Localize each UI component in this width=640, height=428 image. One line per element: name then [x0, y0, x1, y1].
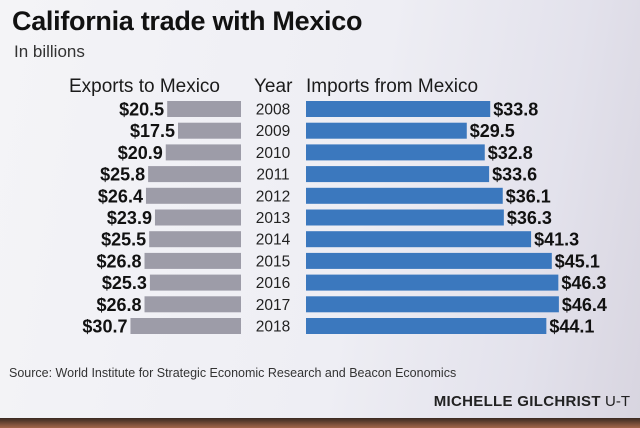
year-label-2011: 2011 — [256, 167, 289, 184]
import-bar-2011 — [306, 166, 490, 183]
export-value-label-2018: $30.7 — [82, 317, 127, 337]
export-bar-2009 — [178, 122, 241, 139]
import-bar-2017 — [306, 296, 559, 313]
import-value-label-2018: $44.1 — [549, 317, 594, 337]
import-value-label-2010: $32.8 — [488, 143, 533, 163]
import-value-label-2014: $41.3 — [534, 230, 579, 250]
import-value-label-2013: $36.3 — [507, 208, 552, 228]
export-value-label-2008: $20.5 — [119, 100, 164, 120]
export-value-label-2015: $26.8 — [96, 251, 141, 271]
export-bar-2018 — [130, 318, 241, 334]
import-value-label-2009: $29.5 — [470, 121, 515, 141]
import-bar-2012 — [306, 187, 503, 204]
export-value-label-2012: $26.4 — [98, 186, 143, 206]
import-value-label-2016: $46.3 — [561, 273, 606, 293]
export-bar-2015 — [144, 252, 241, 269]
import-value-label-2011: $33.6 — [492, 165, 537, 185]
export-value-label-2013: $23.9 — [107, 208, 152, 228]
export-value-label-2011: $25.8 — [100, 165, 145, 185]
export-bar-2014 — [149, 231, 241, 248]
import-bar-2016 — [306, 274, 559, 291]
import-bar-2018 — [306, 318, 547, 334]
source-note: Source: World Institute for Strategic Ec… — [9, 366, 457, 380]
import-bar-2013 — [306, 209, 504, 226]
chart-title: California trade with Mexico — [12, 6, 363, 36]
export-bar-2017 — [144, 296, 241, 313]
import-value-label-2017: $46.4 — [562, 295, 607, 315]
export-value-label-2017: $26.8 — [96, 295, 141, 315]
year-label-2013: 2013 — [256, 210, 290, 227]
export-bar-2011 — [148, 166, 241, 183]
import-value-label-2012: $36.1 — [506, 186, 551, 206]
year-label-2016: 2016 — [256, 275, 290, 292]
import-value-label-2015: $45.1 — [555, 251, 600, 271]
exports-column-header: Exports to Mexico — [69, 76, 220, 97]
import-bar-2015 — [306, 252, 552, 269]
credit-org: U-T — [605, 393, 630, 410]
export-value-label-2009: $17.5 — [130, 121, 175, 141]
credit-author: MICHELLE GILCHRIST — [433, 393, 601, 410]
year-column-header: Year — [254, 76, 293, 97]
photo-bottom-edge — [0, 418, 640, 428]
credit-line: MICHELLE GILCHRIST U-T — [434, 393, 630, 410]
year-label-2015: 2015 — [256, 253, 290, 270]
import-bar-2014 — [306, 231, 532, 248]
year-label-2009: 2009 — [256, 123, 290, 140]
year-label-2017: 2017 — [256, 297, 290, 314]
year-label-2018: 2018 — [256, 319, 290, 336]
export-bar-2010 — [165, 144, 241, 161]
chart-subtitle: In billions — [14, 42, 85, 61]
import-bar-2008 — [306, 101, 491, 117]
year-label-2008: 2008 — [256, 102, 290, 119]
export-bar-2016 — [149, 274, 241, 291]
imports-column-header: Imports from Mexico — [306, 76, 479, 97]
import-value-label-2008: $33.8 — [493, 100, 538, 120]
import-bar-2009 — [306, 122, 467, 139]
year-label-2014: 2014 — [256, 232, 291, 249]
export-bar-2013 — [154, 209, 241, 226]
year-label-2010: 2010 — [256, 145, 291, 162]
import-bar-2010 — [306, 144, 485, 161]
export-value-label-2016: $25.3 — [102, 273, 147, 293]
export-bar-2012 — [145, 187, 241, 204]
export-value-label-2010: $20.9 — [118, 143, 163, 163]
export-value-label-2014: $25.5 — [101, 230, 146, 250]
export-bar-2008 — [167, 101, 241, 117]
year-label-2012: 2012 — [256, 188, 290, 205]
